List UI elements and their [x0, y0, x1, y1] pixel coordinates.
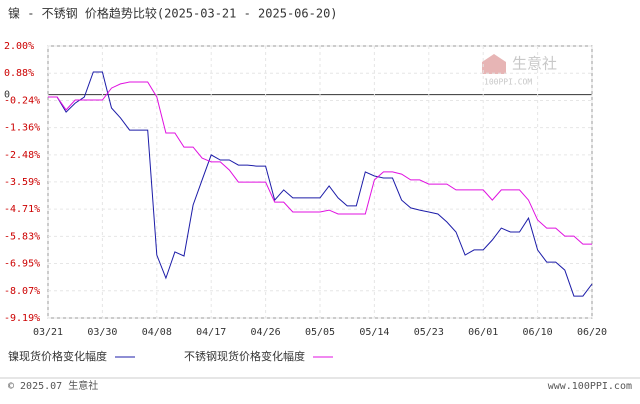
y-tick-label: 2.00% [4, 41, 34, 52]
chart-title: 镍 - 不锈钢 价格趋势比较(2025-03-21 - 2025-06-20) [8, 6, 338, 21]
watermark-text: 生意社 [512, 55, 557, 73]
y-tick-label: 0 [4, 90, 10, 101]
watermark: 生意社 100PPI.COM [482, 54, 557, 87]
y-tick-label: 0.88% [4, 68, 34, 79]
x-tick-label: 03/21 [33, 327, 63, 338]
y-tick-label: -2.48% [4, 150, 40, 161]
x-tick-label: 04/17 [196, 327, 226, 338]
y-tick-label: -9.19% [4, 313, 40, 324]
footer-url: www.100PPI.com [548, 381, 632, 392]
x-tick-label: 05/05 [305, 327, 335, 338]
x-tick-label: 06/01 [468, 327, 498, 338]
legend-label: 不锈钢现货价格变化幅度 [184, 349, 305, 363]
legend-label: 镍现货价格变化幅度 [8, 349, 107, 363]
x-tick-label: 03/30 [87, 327, 117, 338]
x-tick-label: 05/23 [414, 327, 444, 338]
series-line [48, 71, 593, 297]
y-tick-label: -8.07% [4, 286, 40, 297]
watermark-site: 100PPI.COM [484, 78, 532, 87]
y-tick-label: -5.83% [4, 231, 40, 242]
watermark-icon [482, 54, 506, 74]
series-line [48, 81, 592, 245]
y-tick-label: -0.24% [4, 95, 40, 106]
x-tick-label: 06/20 [577, 327, 607, 338]
x-tick-label: 05/14 [359, 327, 389, 338]
x-tick-label: 06/10 [523, 327, 553, 338]
y-tick-label: -6.95% [4, 259, 40, 270]
x-tick-label: 04/26 [251, 327, 281, 338]
x-tick-label: 04/08 [142, 327, 172, 338]
y-tick-label: -1.36% [4, 123, 40, 134]
y-tick-label: -4.71% [4, 204, 40, 215]
y-tick-label: -3.59% [4, 177, 40, 188]
footer-copyright: © 2025.07 生意社 [8, 379, 98, 392]
